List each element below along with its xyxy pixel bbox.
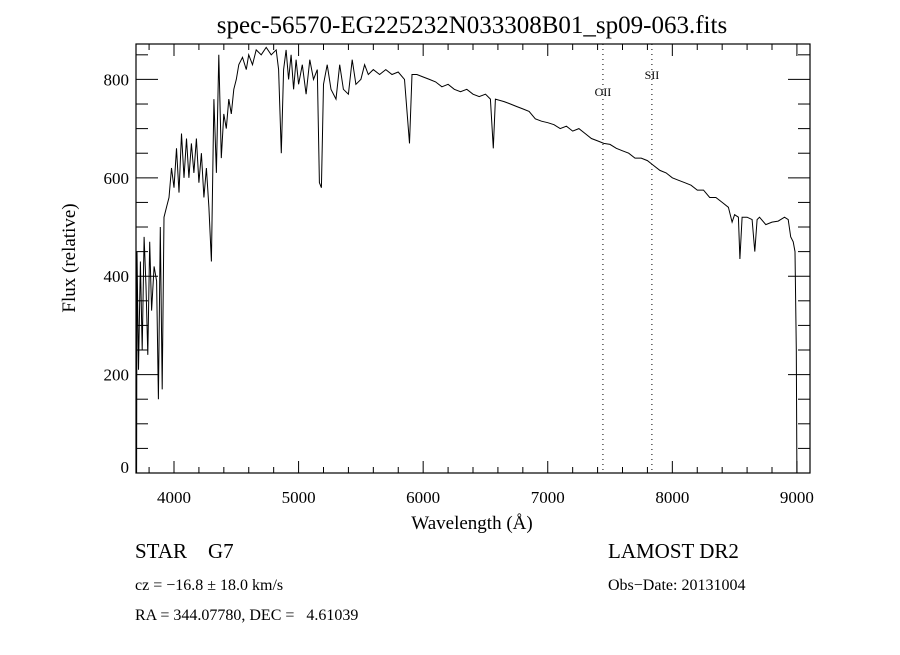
class-label: STAR [135, 539, 187, 563]
y-tick-label: 200 [104, 366, 130, 385]
line-markers: OII SII [595, 44, 660, 473]
x-tick-label: 6000 [406, 488, 440, 507]
y-tick-label: 600 [104, 169, 130, 188]
y-axis-label: Flux (relative) [59, 203, 80, 312]
coords-text: RA = 344.07780, DEC = 4.61039 [135, 607, 358, 624]
survey-label: LAMOST DR2 [608, 539, 739, 563]
y-tick-label: 0 [121, 458, 130, 477]
marker-label-sii: SII [645, 68, 660, 82]
marker-label-oii: OII [595, 85, 612, 99]
x-tick-label: 7000 [531, 488, 565, 507]
axis-ticks: 4000 5000 6000 7000 8000 9000 0 200 400 600 800 [104, 44, 814, 507]
plot-frame [135, 43, 811, 474]
obs-date-text: Obs−Date: 20131004 [608, 577, 745, 594]
chart-title: spec-56570-EG225232N033308B01_sp09-063.f… [217, 12, 727, 39]
x-axis-label: Wavelength (Å) [411, 513, 532, 534]
x-tick-label: 4000 [157, 488, 191, 507]
spectrum-line [136, 46, 798, 474]
x-tick-label: 5000 [282, 488, 316, 507]
y-tick-label: 400 [104, 267, 130, 286]
redshift-text: cz = −16.8 ± 18.0 km/s [135, 577, 283, 594]
y-tick-label: 800 [104, 70, 130, 89]
x-tick-label: 9000 [780, 488, 814, 507]
subclass-label: G7 [208, 539, 234, 563]
x-tick-label: 8000 [655, 488, 689, 507]
